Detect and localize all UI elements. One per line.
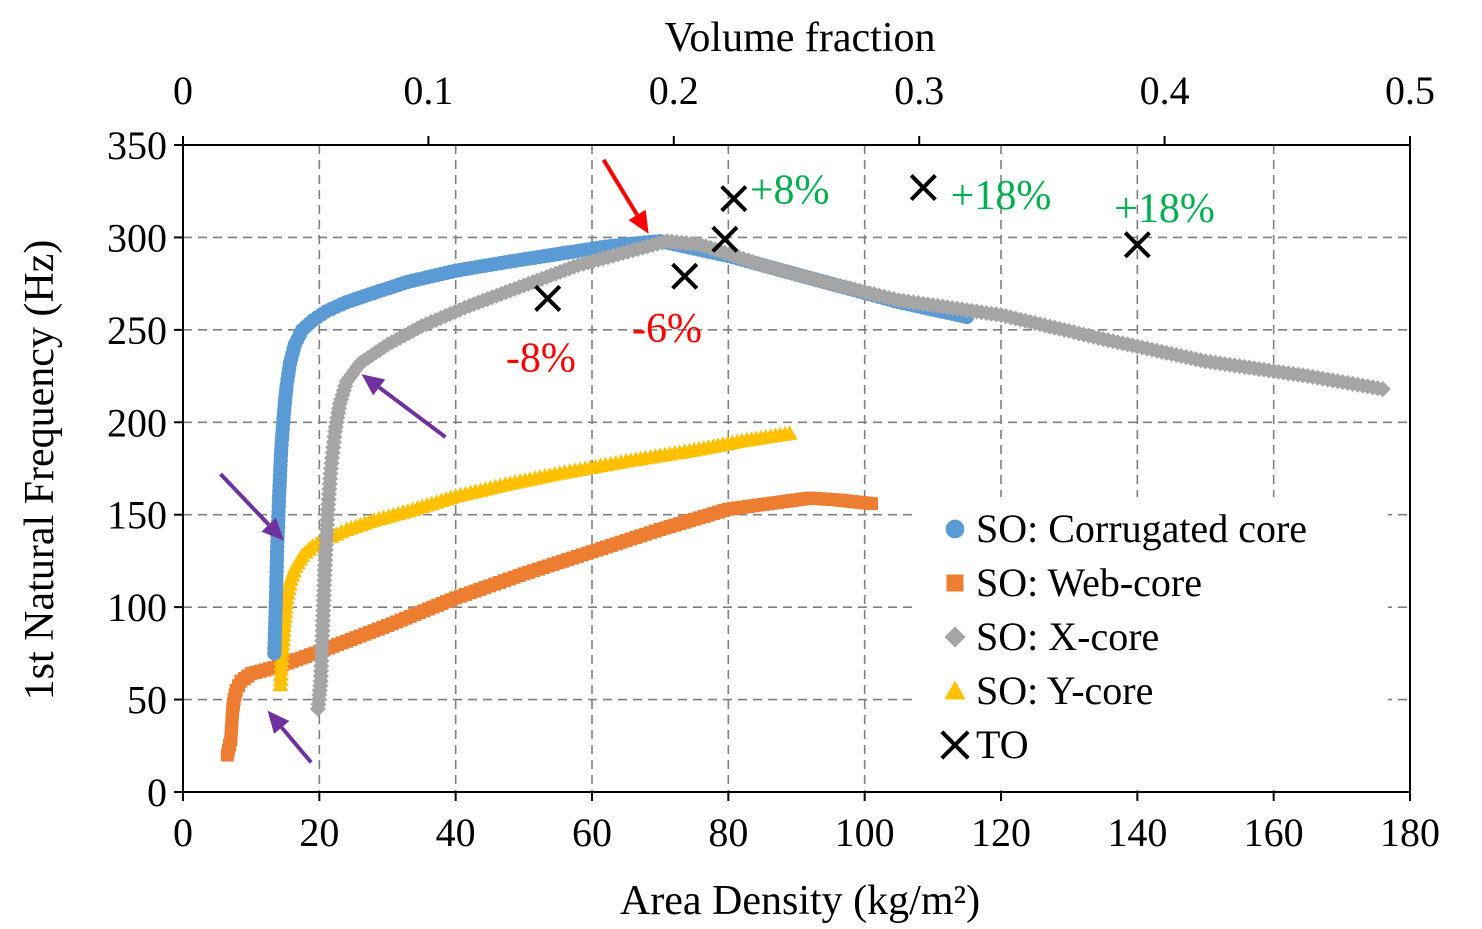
y-tick-label: 200: [107, 400, 167, 445]
legend: SO: Corrugated core SO: Web-core SO: X-cor…: [918, 497, 1388, 787]
legend-item: SO: X-core: [944, 614, 1159, 659]
annotation-label: +8%: [750, 167, 830, 213]
to-marker-stroke: [1123, 231, 1151, 259]
x-tick-label: 180: [1380, 810, 1440, 855]
legend-background: [918, 497, 1388, 787]
arrow-shaft: [219, 472, 271, 527]
arrow-shaft: [378, 385, 447, 439]
legend-marker: [944, 626, 966, 648]
series-to: [534, 174, 1151, 312]
x-tick-label: 160: [1244, 810, 1304, 855]
x-tick-label: 0: [173, 810, 193, 855]
to-marker-stroke: [711, 225, 739, 253]
arrow-head: [361, 374, 386, 396]
legend-label: TO: [976, 722, 1029, 767]
data-point-to: [720, 185, 748, 213]
y-tick-labels: 0 50 100 150 200 250 300 350: [107, 123, 167, 815]
x2-tick-labels: 0 0.1 0.2 0.3 0.4 0.5: [173, 68, 1435, 113]
data-point-to: [671, 262, 699, 290]
x2-tick-label: 0: [173, 68, 193, 113]
y-tick-label: 300: [107, 215, 167, 260]
data-point-to: [534, 284, 562, 312]
x2-tick-label: 0.5: [1385, 68, 1435, 113]
data-point: [1374, 380, 1391, 398]
to-marker-stroke: [720, 185, 748, 213]
x-tick-label: 60: [572, 810, 612, 855]
annotation-arrow: [267, 710, 313, 764]
legend-item: SO: Web-core: [946, 560, 1202, 605]
data-point-to: [909, 174, 937, 202]
x-tick-labels: 0 20 40 60 80 100 120 140 160 180: [173, 810, 1440, 855]
legend-label: SO: Y-core: [976, 668, 1153, 713]
y-tick-label: 250: [107, 308, 167, 353]
data-point-to: [1123, 231, 1151, 259]
legend-label: SO: Web-core: [976, 560, 1202, 605]
x-tick-label: 100: [835, 810, 895, 855]
legend-label: SO: X-core: [976, 614, 1159, 659]
arrow-head: [261, 517, 284, 541]
x-axis-title: Area Density (kg/m²): [620, 878, 980, 924]
y-axis-title: 1st Natural Frequency (Hz): [17, 240, 63, 701]
axes: [182, 144, 1411, 793]
annotation-label: +18%: [951, 173, 1052, 219]
x-tick-label: 40: [436, 810, 476, 855]
to-marker-stroke: [534, 284, 562, 312]
data-point: [781, 425, 798, 440]
data-series: [220, 174, 1391, 762]
annotation-label: -6%: [632, 306, 702, 352]
y-tick-label: 50: [127, 678, 167, 723]
annotations: -8% -6% +8% +18% +18%: [506, 167, 1215, 381]
arrow-head: [267, 710, 290, 734]
x2-tick-label: 0.1: [403, 68, 453, 113]
to-marker-stroke: [909, 174, 937, 202]
x-tick-label: 140: [1107, 810, 1167, 855]
y-tick-label: 100: [107, 585, 167, 630]
x2-axis-title: Volume fraction: [665, 15, 936, 61]
x2-tick-label: 0.4: [1140, 68, 1190, 113]
annotation-arrow: [601, 158, 649, 234]
legend-marker: [946, 574, 964, 592]
x2-tick-label: 0.2: [649, 68, 699, 113]
x-tick-label: 20: [299, 810, 339, 855]
x-tick-label: 120: [971, 810, 1031, 855]
series-so-x-core: [309, 233, 1391, 717]
annotation-arrow: [361, 374, 447, 439]
tick-marks: [174, 136, 1411, 801]
annotation-arrows: [219, 158, 649, 764]
legend-marker: [940, 730, 970, 760]
x2-tick-label: 0.3: [894, 68, 944, 113]
y-tick-label: 150: [107, 493, 167, 538]
arrow-shaft: [601, 158, 639, 216]
y-tick-label: 0: [147, 770, 167, 815]
to-marker-stroke: [671, 262, 699, 290]
data-point-to: [711, 225, 739, 253]
x-tick-label: 80: [708, 810, 748, 855]
legend-item: SO: Corrugated core: [945, 506, 1307, 551]
data-point: [864, 497, 878, 511]
series-so-web-core: [220, 491, 878, 762]
arrow-shaft: [280, 726, 313, 764]
legend-marker: [945, 519, 965, 539]
to-marker-stroke: [940, 730, 970, 760]
y-tick-label: 350: [107, 123, 167, 168]
legend-item: SO: Y-core: [944, 668, 1153, 713]
annotation-arrow: [219, 472, 284, 541]
series-so-y-core: [272, 425, 798, 692]
arrow-head: [628, 209, 649, 234]
legend-item: TO: [940, 722, 1029, 767]
annotation-label: +18%: [1114, 186, 1215, 232]
legend-label: SO: Corrugated core: [976, 506, 1307, 551]
annotation-label: -8%: [506, 336, 576, 382]
legend-marker: [944, 680, 966, 700]
